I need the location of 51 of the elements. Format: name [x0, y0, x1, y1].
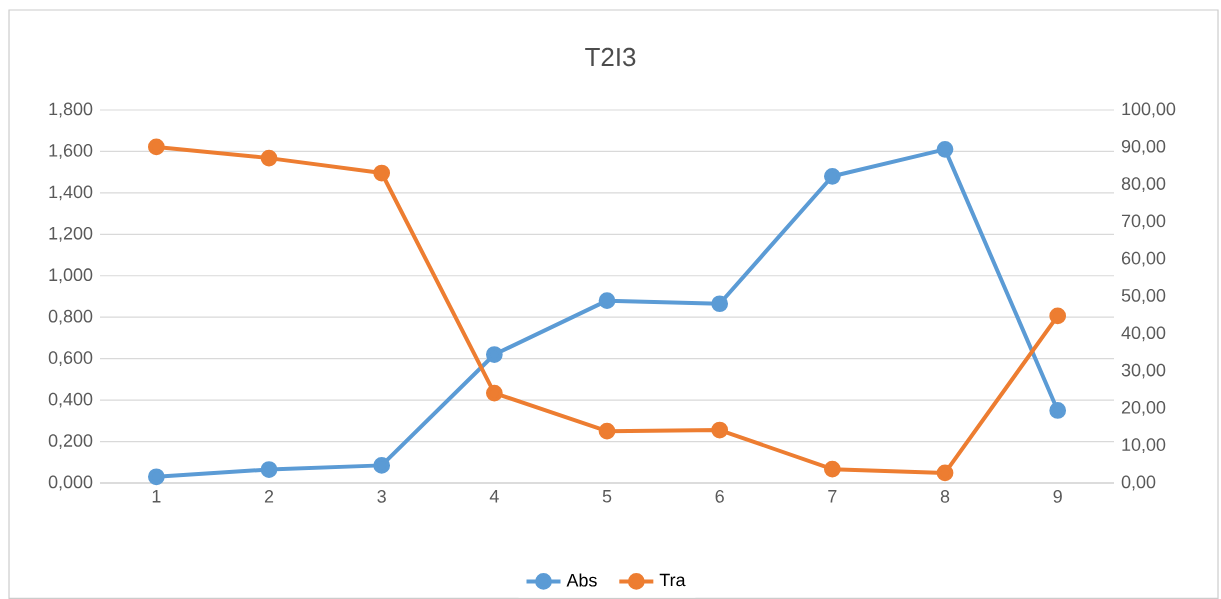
- chart-title: T2I3: [585, 47, 636, 67]
- point: [485, 384, 503, 402]
- y-tick-label: 0,800: [48, 309, 93, 325]
- point: [936, 140, 954, 158]
- x-tick-label: 6: [715, 490, 724, 503]
- point: [1049, 307, 1067, 325]
- y-tick-label: 1,000: [49, 268, 93, 284]
- legend-label: Abs: [566, 573, 597, 587]
- y2-tick-label: 10,00: [1122, 438, 1166, 454]
- y-tick-label: 0,000: [48, 475, 93, 491]
- y2-tick-label: 60,00: [1121, 251, 1166, 267]
- x-tick-label: 7: [828, 490, 837, 503]
- point: [598, 422, 616, 440]
- point: [823, 460, 841, 478]
- y2-tick-label: 30,00: [1121, 363, 1166, 379]
- y2-tick-label: 0,00: [1121, 475, 1156, 491]
- x-tick-label: 8: [940, 490, 950, 503]
- point: [1049, 402, 1067, 419]
- x-tick-label: 9: [1053, 490, 1062, 503]
- y-tick-label: 1,600: [49, 144, 93, 159]
- point: [260, 461, 278, 478]
- x-tick-label: 5: [602, 490, 612, 503]
- y-tick-label: 1,800: [49, 102, 93, 118]
- point: [147, 468, 165, 486]
- y-tick-label: 0,600: [48, 351, 93, 367]
- x-tick-label: 2: [264, 490, 274, 503]
- y2-tick-label: 80,00: [1121, 177, 1166, 192]
- point: [373, 164, 391, 182]
- point: [485, 346, 503, 363]
- point: [373, 457, 391, 474]
- point: [260, 149, 278, 167]
- y2-tick-label: 90,00: [1121, 139, 1166, 155]
- y2-tick-label: 100,00: [1122, 102, 1176, 118]
- point: [711, 421, 729, 439]
- y-tick-label: 0,400: [48, 392, 93, 408]
- y2-tick-label: 20,00: [1121, 400, 1166, 416]
- y-tick-label: 1,400: [49, 185, 93, 201]
- x-tick-label: 1: [152, 490, 161, 503]
- legend-label: Tra: [659, 573, 686, 587]
- point: [936, 464, 954, 482]
- point: [147, 138, 165, 156]
- y-tick-label: 1,200: [49, 226, 93, 242]
- y2-tick-label: 70,00: [1121, 214, 1166, 230]
- y2-tick-label: 40,00: [1121, 326, 1166, 342]
- y2-tick-label: 50,00: [1121, 289, 1166, 304]
- x-tick-label: 4: [489, 490, 499, 503]
- y-tick-label: 0,200: [48, 434, 93, 449]
- point: [823, 167, 841, 185]
- point: [711, 295, 729, 313]
- point: [598, 292, 616, 310]
- x-tick-label: 3: [377, 490, 386, 503]
